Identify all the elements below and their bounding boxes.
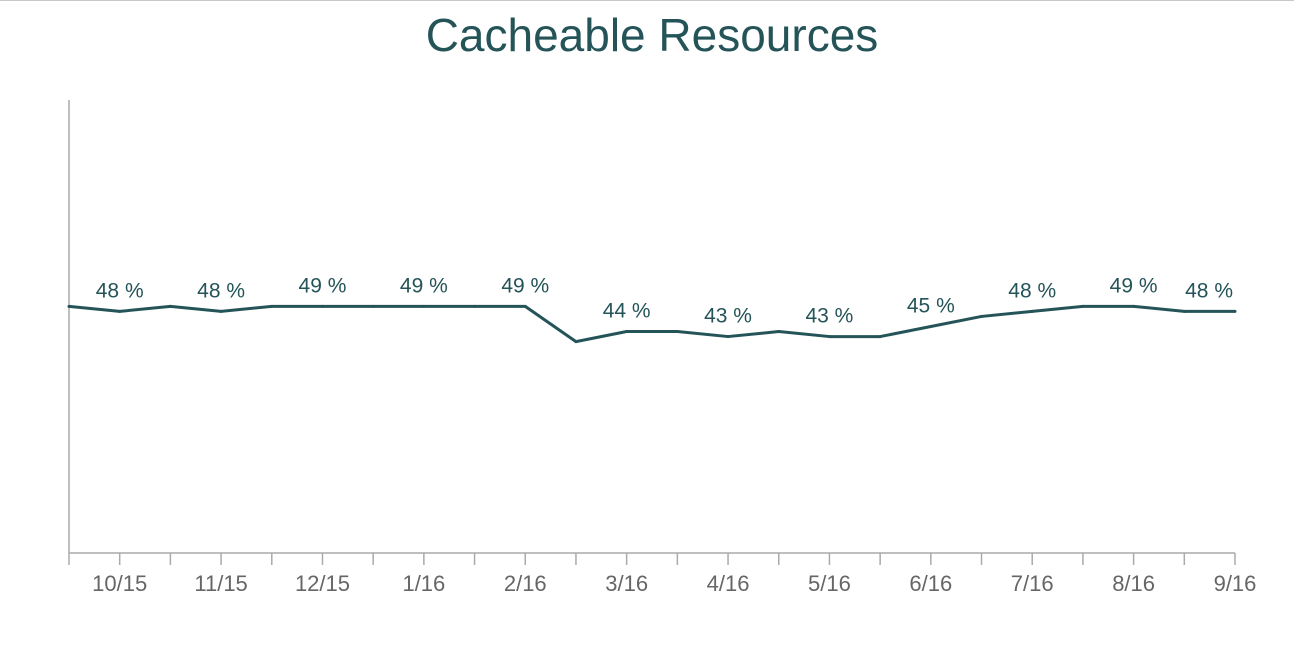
data-point xyxy=(1233,309,1237,313)
data-label: 49 % xyxy=(501,274,549,297)
data-point xyxy=(320,304,324,308)
x-tick-label: 2/16 xyxy=(504,571,547,596)
data-point xyxy=(929,325,933,328)
data-point xyxy=(422,304,426,308)
x-tick-label: 8/16 xyxy=(1112,571,1155,596)
data-label: 44 % xyxy=(603,300,651,323)
top-border xyxy=(0,0,1294,1)
data-label: 43 % xyxy=(805,305,853,328)
x-tick-label: 5/16 xyxy=(808,571,851,596)
data-label: 48 % xyxy=(1008,279,1056,302)
data-point xyxy=(878,335,882,339)
data-label: 48 % xyxy=(96,279,144,302)
data-point xyxy=(523,304,527,308)
data-point xyxy=(168,304,172,308)
data-point xyxy=(777,330,781,334)
series-line xyxy=(68,304,1235,344)
data-point xyxy=(1030,309,1034,313)
data-point xyxy=(67,304,71,308)
series-layer xyxy=(67,304,1237,344)
x-tick-label: 6/16 xyxy=(909,571,952,596)
x-tick-label: 9/16 xyxy=(1214,571,1257,596)
data-label: 48 % xyxy=(1185,279,1233,302)
chart-title: Cacheable Resources xyxy=(425,9,879,61)
x-tick-label: 4/16 xyxy=(707,571,750,596)
data-point xyxy=(675,330,679,334)
x-tick-label: 1/16 xyxy=(402,571,445,596)
data-label: 48 % xyxy=(197,279,245,302)
x-tick-label: 12/15 xyxy=(295,571,350,596)
data-point xyxy=(473,304,477,308)
data-point xyxy=(574,340,578,344)
x-tick-label: 11/15 xyxy=(194,571,247,596)
x-axis-ticks: 10/15 11/15 12/15 1/16 2/16 3/16 4/16 5/16 6/16 7… xyxy=(68,553,1257,596)
data-label: 43 % xyxy=(704,305,752,328)
data-point xyxy=(371,304,375,308)
data-point xyxy=(1182,309,1186,313)
data-point xyxy=(625,330,629,334)
data-label: 49 % xyxy=(1110,274,1158,297)
x-tick-label: 10/15 xyxy=(92,571,147,596)
data-point xyxy=(726,335,730,339)
x-tick-label: 7/16 xyxy=(1011,571,1054,596)
data-label: 49 % xyxy=(400,274,448,297)
data-point xyxy=(980,314,984,318)
data-point xyxy=(118,309,122,313)
data-point xyxy=(1132,304,1136,308)
data-point xyxy=(827,335,831,339)
data-label: 45 % xyxy=(907,295,955,318)
data-point xyxy=(219,309,223,313)
data-label: 49 % xyxy=(299,274,347,297)
data-point xyxy=(1081,304,1085,308)
axes xyxy=(68,100,1235,554)
data-point xyxy=(270,304,274,308)
data-labels: 48 % 48 % 49 % 49 % 49 % 44 % 43 % 43 % 45 % 48 %… xyxy=(96,274,1233,327)
x-tick-label: 3/16 xyxy=(605,571,648,596)
